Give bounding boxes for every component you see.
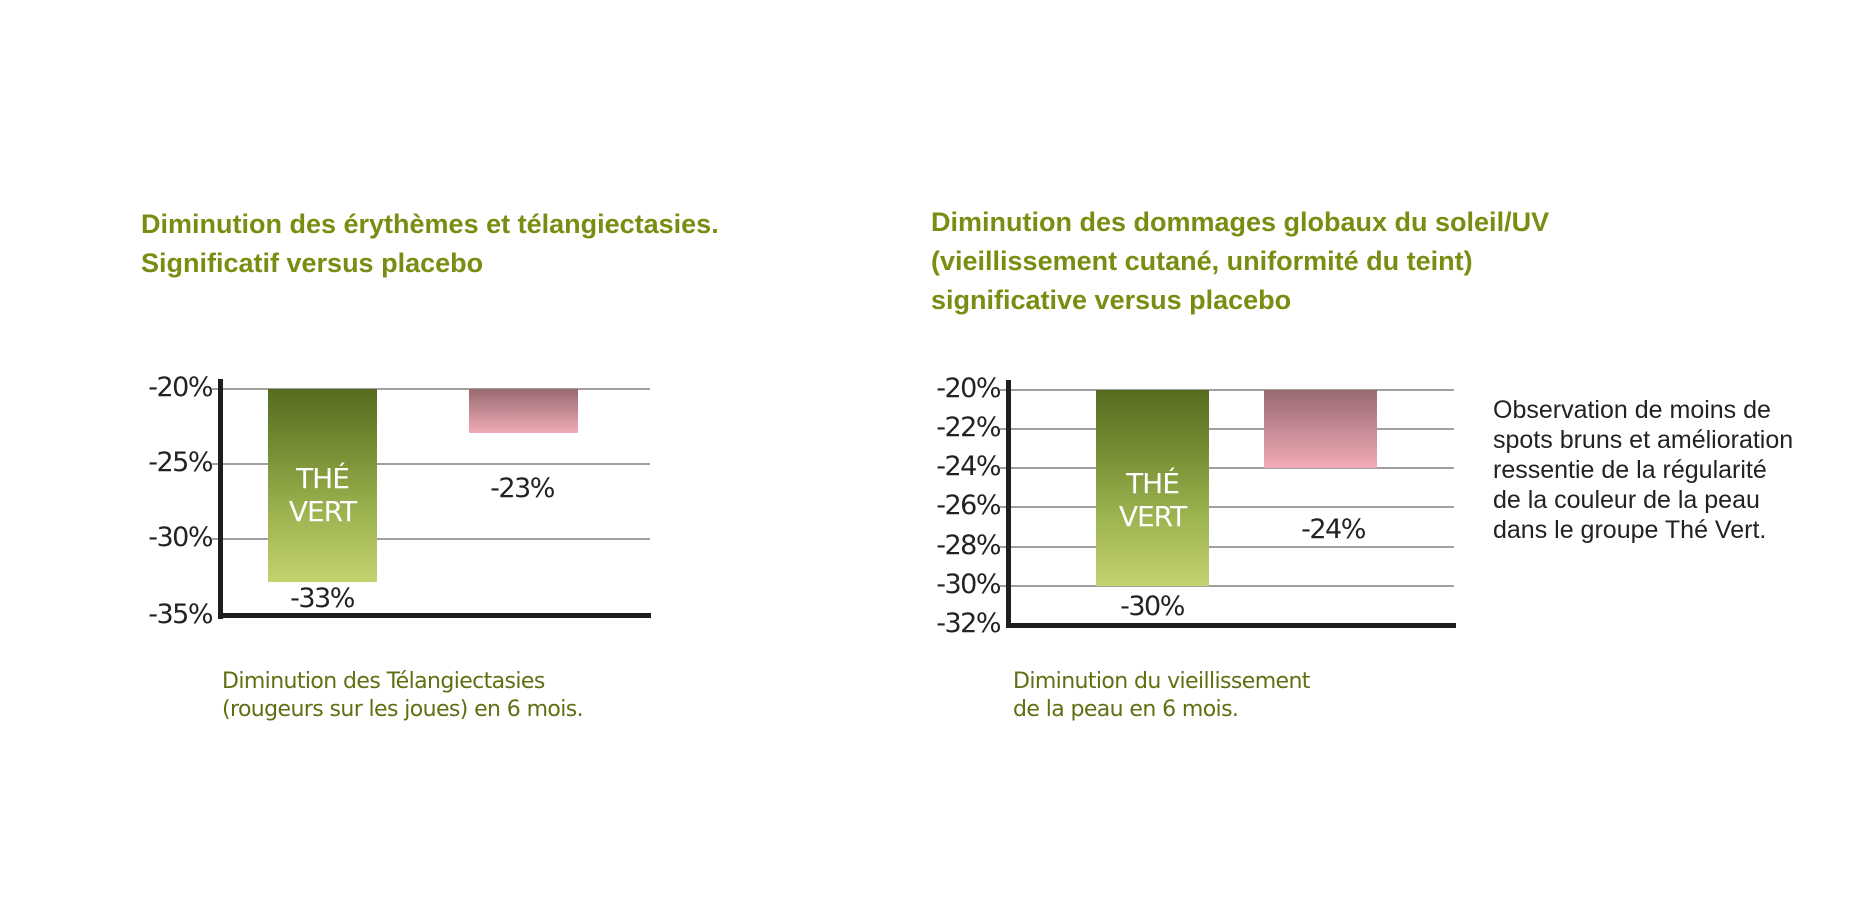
right-chart-title: Diminution des dommages globaux du solei… bbox=[931, 203, 1549, 320]
green-tea-bar bbox=[268, 389, 377, 582]
right-title-line-1: Diminution des dommages globaux du solei… bbox=[931, 207, 1550, 237]
grid-line-30 bbox=[1000, 585, 1454, 587]
green-tea-bar bbox=[1096, 390, 1209, 586]
y-tick-label: -35% bbox=[148, 599, 213, 630]
right-title-line-3: significative versus placebo bbox=[931, 285, 1292, 315]
y-axis bbox=[218, 379, 223, 619]
grid-line-30 bbox=[212, 538, 650, 540]
green-tea-value: -33% bbox=[290, 583, 355, 614]
placebo-bar bbox=[469, 389, 578, 433]
side-note: Observation de moins de spots bruns et a… bbox=[1493, 396, 1794, 544]
grid-line-20 bbox=[1000, 389, 1454, 391]
left-chart-caption: Diminution des Télangiectasies (rougeurs… bbox=[222, 669, 584, 722]
grid-line-20 bbox=[212, 388, 650, 390]
y-axis bbox=[1006, 380, 1011, 628]
right-chart-caption: Diminution du vieillissement de la peau … bbox=[1013, 669, 1310, 722]
placebo-value: -23% bbox=[490, 473, 555, 504]
grid-line-24 bbox=[1000, 467, 1454, 469]
left-title-line-2: Significatif versus placebo bbox=[141, 248, 484, 278]
green-tea-value: -30% bbox=[1120, 591, 1185, 622]
y-tick-label: -26% bbox=[936, 490, 1001, 521]
y-tick-label: -25% bbox=[148, 447, 213, 478]
green-tea-bar-label: THÉ VERT bbox=[1118, 467, 1187, 533]
y-tick-label: -22% bbox=[936, 412, 1001, 443]
x-axis bbox=[218, 613, 651, 618]
grid-line-26 bbox=[1000, 506, 1454, 508]
y-tick-label: -28% bbox=[936, 530, 1001, 561]
y-tick-label: -20% bbox=[148, 372, 213, 403]
grid-line-28 bbox=[1000, 546, 1454, 548]
y-tick-label: -20% bbox=[936, 373, 1001, 404]
right-title-line-2: (vieillissement cutané, uniformité du te… bbox=[931, 246, 1473, 276]
placebo-value: -24% bbox=[1301, 514, 1366, 545]
y-tick-label: -24% bbox=[936, 451, 1001, 482]
left-chart-title: Diminution des érythèmes et télangiectas… bbox=[141, 205, 719, 283]
grid-line-25 bbox=[212, 463, 650, 465]
green-tea-bar-label: THÉ VERT bbox=[288, 462, 357, 528]
x-axis bbox=[1006, 623, 1456, 628]
y-tick-label: -30% bbox=[936, 569, 1001, 600]
y-tick-label: -30% bbox=[148, 522, 213, 553]
y-tick-label: -32% bbox=[936, 608, 1001, 639]
left-title-line-1: Diminution des érythèmes et télangiectas… bbox=[141, 209, 719, 239]
grid-line-22 bbox=[1000, 428, 1454, 430]
placebo-bar bbox=[1264, 390, 1377, 468]
